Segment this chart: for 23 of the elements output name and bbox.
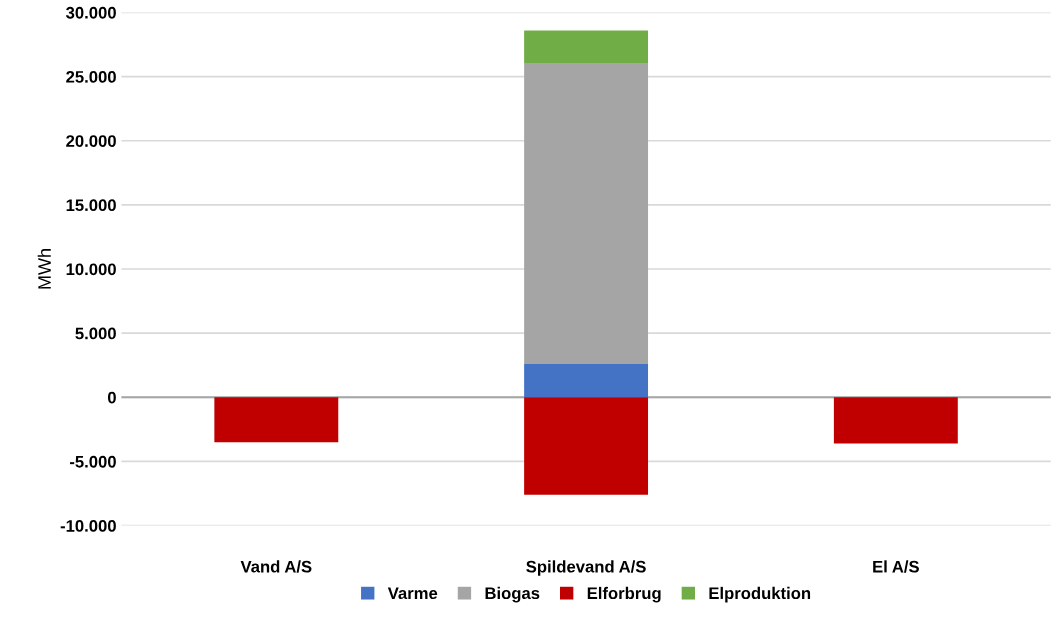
bar — [524, 397, 649, 495]
y-axis-title: MWh — [37, 249, 51, 289]
bar — [214, 397, 339, 443]
legend-label: Biogas — [485, 586, 540, 603]
x-tick-label: Spildevand A/S — [526, 560, 646, 576]
y-tick-label: 5.000 — [75, 327, 116, 340]
legend-label: Elproduktion — [709, 586, 811, 603]
x-tick-label: El A/S — [873, 560, 919, 573]
bar — [833, 397, 958, 444]
y-tick-label: 20.000 — [66, 135, 116, 147]
legend-label: Varme — [387, 587, 438, 600]
x-tick-label: Vand A/S — [240, 560, 312, 573]
bar — [524, 63, 649, 364]
y-tick-label: -5.000 — [69, 455, 116, 468]
y-tick-label: 0 — [107, 391, 116, 404]
bar — [524, 30, 649, 64]
y-tick-label: 15.000 — [66, 199, 116, 212]
y-tick-label: 25.000 — [66, 70, 116, 83]
y-tick-label: -10.000 — [60, 519, 116, 532]
legend-label: Elforbrug — [587, 586, 661, 603]
y-tick-label: 10.000 — [66, 263, 116, 276]
y-tick-label: 30.000 — [65, 6, 116, 19]
bar — [524, 363, 649, 398]
